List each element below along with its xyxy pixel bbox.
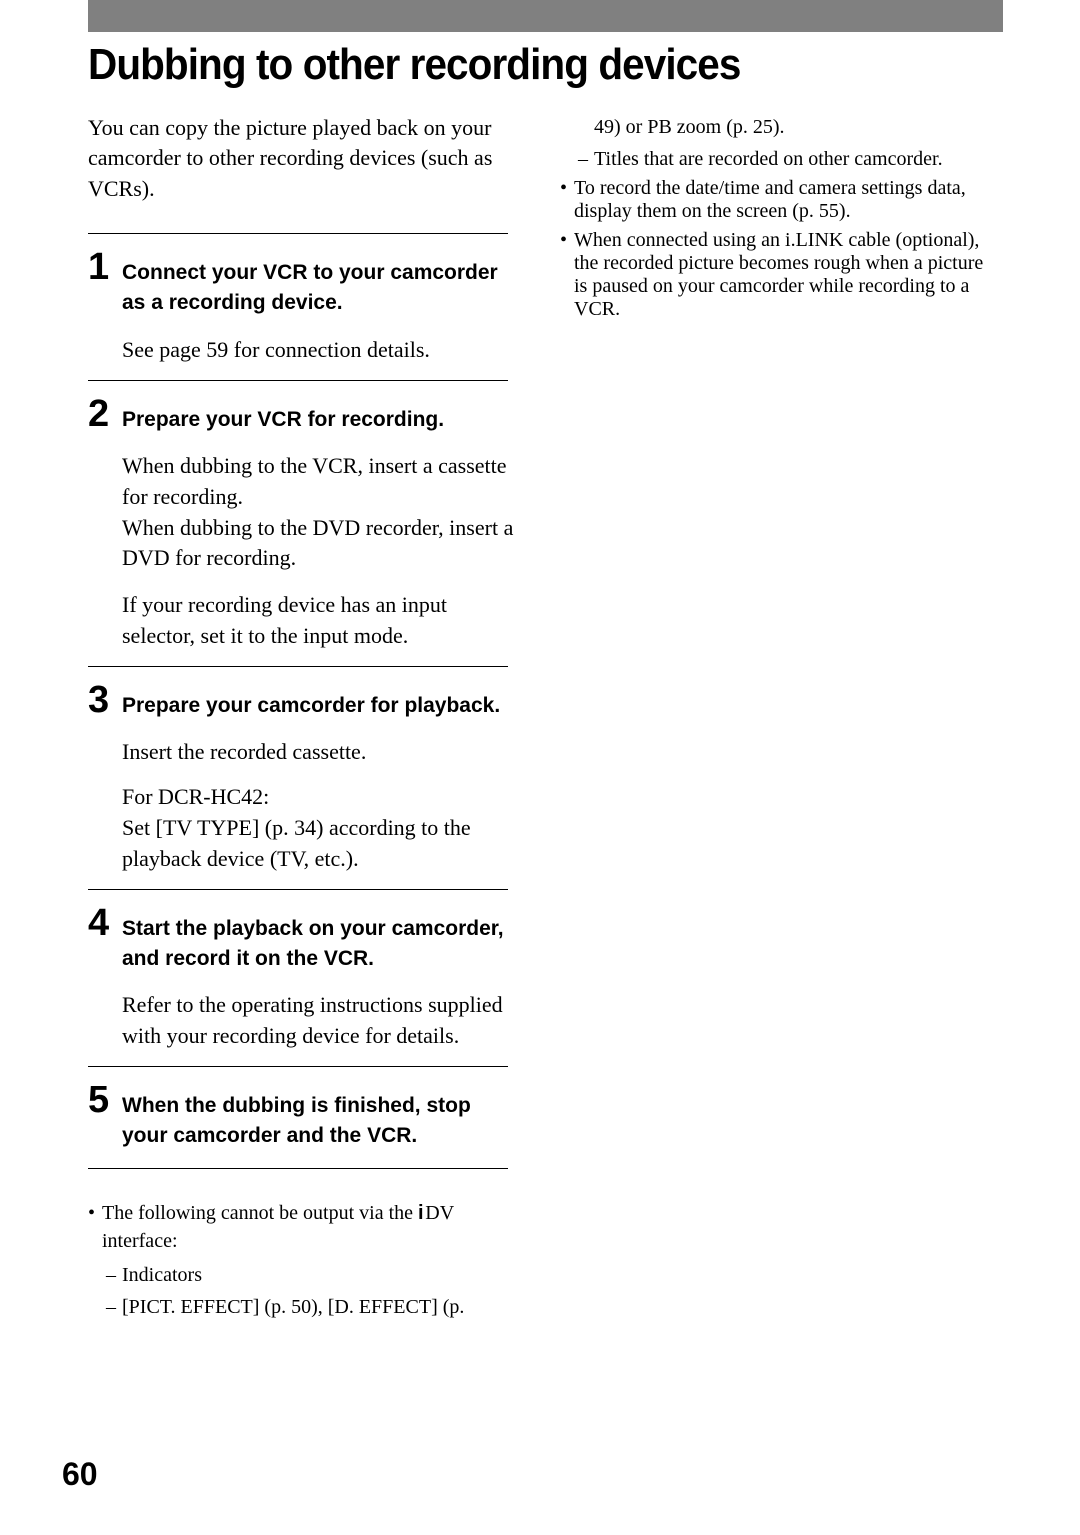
right-column: 49) or PB zoom (p. 25). Titles that are … — [560, 113, 990, 1325]
divider — [88, 233, 508, 234]
page-content: Dubbing to other recording devices You c… — [88, 40, 998, 1325]
left-column: You can copy the picture played back on … — [88, 113, 518, 1325]
page-number: 60 — [62, 1456, 98, 1493]
note-sub: [PICT. EFFECT] (p. 50), [D. EFFECT] (p. — [88, 1293, 518, 1321]
header-bar — [88, 0, 1003, 32]
note-text-post: interface: — [102, 1230, 178, 1252]
step-number: 5 — [88, 1081, 109, 1119]
step-1: 1 Connect your VCR to your camcorder as … — [88, 244, 518, 366]
note-continuation: 49) or PB zoom (p. 25). — [560, 113, 990, 141]
divider — [88, 1066, 508, 1067]
note-text-pre: The following cannot be output via the — [102, 1202, 418, 1224]
left-notes: The following cannot be output via the i… — [88, 1199, 518, 1321]
divider — [88, 1168, 508, 1169]
step-number: 1 — [88, 248, 109, 286]
page-title: Dubbing to other recording devices — [88, 40, 925, 91]
note-sub: Titles that are recorded on other camcor… — [560, 145, 990, 173]
step-number: 2 — [88, 395, 109, 433]
step-heading: Connect your VCR to your camcorder as a … — [122, 244, 518, 319]
divider — [88, 380, 508, 381]
intro-text: You can copy the picture played back on … — [88, 113, 518, 205]
step-number: 4 — [88, 904, 109, 942]
step-heading: Start the playback on your camcorder, an… — [122, 900, 518, 975]
step-body: When dubbing to the VCR, insert a casset… — [122, 451, 518, 574]
columns-container: You can copy the picture played back on … — [88, 113, 998, 1325]
divider — [88, 666, 508, 667]
step-body: For DCR-HC42: Set [TV TYPE] (p. 34) acco… — [122, 782, 518, 874]
step-body: See page 59 for connection details. — [122, 335, 518, 366]
step-heading: Prepare your camcorder for playback. — [122, 677, 518, 721]
note-item: When connected using an i.LINK cable (op… — [560, 229, 990, 321]
step-heading: When the dubbing is finished, stop your … — [122, 1077, 518, 1152]
step-body: Insert the recorded cassette. — [122, 737, 518, 768]
step-body: Refer to the operating instructions supp… — [122, 990, 518, 1052]
divider — [88, 889, 508, 890]
step-3: 3 Prepare your camcorder for playback. I… — [88, 677, 518, 875]
note-sub: Indicators — [88, 1261, 518, 1289]
step-5: 5 When the dubbing is finished, stop you… — [88, 1077, 518, 1152]
step-number: 3 — [88, 681, 109, 719]
note-item: To record the date/time and camera setti… — [560, 177, 990, 223]
step-body: If your recording device has an input se… — [122, 590, 518, 652]
note-text-dv: DV — [425, 1202, 454, 1224]
step-4: 4 Start the playback on your camcorder, … — [88, 900, 518, 1052]
step-2: 2 Prepare your VCR for recording. When d… — [88, 391, 518, 652]
step-heading: Prepare your VCR for recording. — [122, 391, 518, 435]
note-item: The following cannot be output via the i… — [88, 1199, 518, 1255]
